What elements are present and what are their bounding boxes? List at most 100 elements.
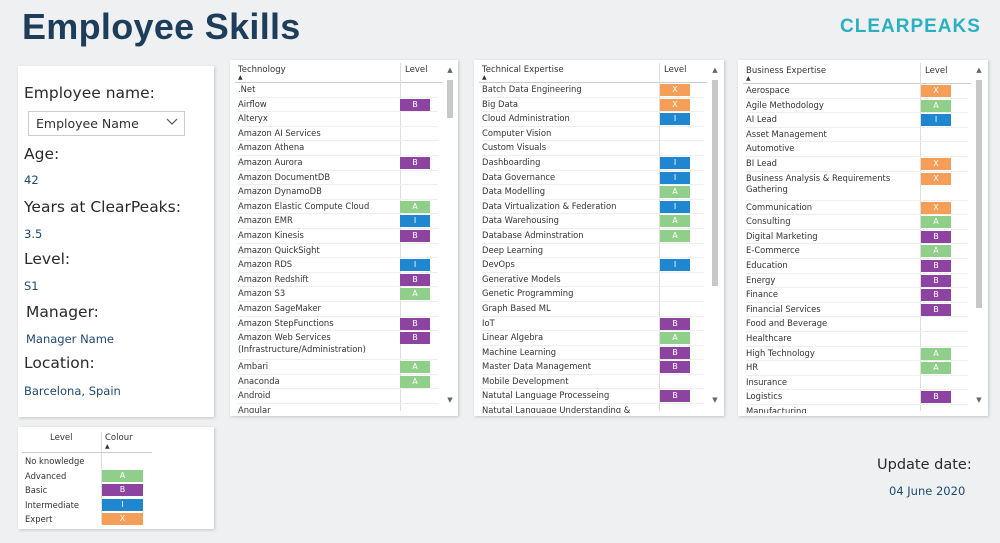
table-row[interactable]: Amazon Redshift B [238,273,438,288]
table-row[interactable]: Alteryx [238,112,438,127]
business-scrollbar[interactable]: ▲ ▼ [975,64,983,414]
technology-scrollbar[interactable]: ▲ ▼ [446,64,454,414]
table-row[interactable]: Automotive [746,142,968,157]
table-row[interactable]: Agile Methodology A [746,99,968,114]
table-row[interactable]: DevOps I [482,258,704,273]
business-expertise-header[interactable]: Business Expertise [746,66,827,76]
table-row[interactable]: Database Adminstration A [482,229,704,244]
table-row[interactable]: BI Lead X [746,157,968,172]
skill-name: Communication [746,201,813,212]
legend-colour-swatch: A [102,469,143,482]
legend-level-name: Basic [25,485,48,495]
table-row[interactable]: Digital Marketing B [746,230,968,245]
table-row[interactable]: Insurance [746,376,968,391]
table-row[interactable]: IoT B [482,317,704,332]
table-row[interactable]: HR A [746,361,968,376]
table-row[interactable]: Consulting A [746,215,968,230]
table-row[interactable]: Machine Learning B [482,346,704,361]
table-row[interactable]: Graph Based ML [482,302,704,317]
table-row[interactable]: E-Commerce A [746,244,968,259]
legend-colour-swatch: X [102,513,143,525]
table-row[interactable]: Amazon AI Services [238,127,438,142]
table-row[interactable]: Batch Data Engineering X [482,83,704,98]
table-row[interactable]: Data Modelling A [482,185,704,200]
scroll-thumb[interactable] [712,80,718,286]
scroll-up-icon[interactable]: ▲ [712,66,718,74]
table-row[interactable]: Communication X [746,201,968,216]
legend-rows: No knowledge Advanced A Basic B Intermediate I… [25,454,155,526]
table-row[interactable]: Aerospace X [746,84,968,99]
table-row[interactable]: Food and Beverage [746,317,968,332]
skill-name: Education [746,259,788,270]
scroll-thumb[interactable] [976,80,982,308]
table-row[interactable]: Angular [238,404,438,413]
table-row[interactable]: Linear Algebra A [482,331,704,346]
table-row[interactable]: Business Analysis & Requirements Gatheri… [746,172,968,201]
technology-table: Technology Level ▲ .Net Airflow B Alteryx Am… [230,60,458,416]
table-row[interactable]: Master Data Management B [482,360,704,375]
table-row[interactable]: Amazon DynamoDB [238,185,438,200]
scroll-thumb[interactable] [447,80,453,118]
scroll-down-icon[interactable]: ▼ [712,396,718,404]
skill-name: Energy [746,274,776,285]
skill-name: Finance [746,289,779,300]
table-row[interactable]: Anaconda A [238,375,438,390]
table-row[interactable]: Financial Services B [746,303,968,318]
table-row[interactable]: Amazon QuickSight [238,244,438,259]
table-row[interactable]: Amazon EMR I [238,214,438,229]
table-row[interactable]: Natutal Language Understanding & Natural… [482,404,704,413]
skill-name: Angular [238,404,271,413]
table-row[interactable]: Computer Vision [482,127,704,142]
table-row[interactable]: Ambari A [238,360,438,375]
skill-name: Ambari [238,361,269,372]
table-row[interactable]: Amazon RDS I [238,258,438,273]
table-row[interactable]: Airflow B [238,98,438,113]
table-row[interactable]: Data Warehousing A [482,214,704,229]
table-row[interactable]: Data Virtualization & Federation I [482,200,704,215]
table-row[interactable]: Asset Management [746,128,968,143]
table-row[interactable]: Amazon Athena [238,141,438,156]
technology-level-header[interactable]: Level [405,65,428,75]
table-row[interactable]: Education B [746,259,968,274]
table-row[interactable]: Generative Models [482,273,704,288]
table-row[interactable]: Deep Learning [482,244,704,259]
technical-level-header[interactable]: Level [664,65,687,75]
table-row[interactable]: Big Data X [482,98,704,113]
table-row[interactable]: Healthcare [746,332,968,347]
table-row[interactable]: AI Lead I [746,113,968,128]
scroll-down-icon[interactable]: ▼ [976,396,982,404]
business-level-header[interactable]: Level [925,66,948,76]
table-row[interactable]: Amazon S3 A [238,287,438,302]
table-row[interactable]: .Net [238,83,438,98]
table-row[interactable]: Finance B [746,288,968,303]
table-row[interactable]: Amazon DocumentDB [238,171,438,186]
table-row[interactable]: High Technology A [746,347,968,362]
table-row[interactable]: Mobile Development [482,375,704,390]
table-row[interactable]: Amazon Web Services (Infrastructure/Admi… [238,331,438,361]
scroll-down-icon[interactable]: ▼ [447,396,453,404]
table-row[interactable]: Amazon SageMaker [238,302,438,317]
table-row[interactable]: Genetic Programming [482,287,704,302]
table-row[interactable]: Amazon Aurora B [238,156,438,171]
skill-name: Linear Algebra [482,332,544,343]
table-row[interactable]: Amazon Elastic Compute Cloud A [238,200,438,215]
technical-scrollbar[interactable]: ▲ ▼ [711,64,719,414]
table-row[interactable]: Energy B [746,274,968,289]
table-row[interactable]: Custom Visuals [482,141,704,156]
employee-name-dropdown[interactable]: Employee Name [28,111,185,136]
table-row[interactable]: Data Governance I [482,171,704,186]
table-row[interactable]: Manufacturing [746,405,968,413]
scroll-up-icon[interactable]: ▲ [976,66,982,74]
table-row[interactable]: Amazon StepFunctions B [238,317,438,332]
table-row[interactable]: Natutal Language Processeing B [482,389,704,405]
table-row[interactable]: Amazon Kinesis B [238,229,438,244]
table-row[interactable]: Logistics B [746,390,968,405]
table-row[interactable]: Dashboarding I [482,156,704,171]
table-row[interactable]: Android [238,389,438,404]
technical-expertise-header[interactable]: Technical Expertise [482,65,564,75]
scroll-up-icon[interactable]: ▲ [447,66,453,74]
skill-name: Amazon Redshift [238,273,309,284]
skill-name: Amazon AI Services [238,127,321,138]
technology-header[interactable]: Technology [238,65,286,75]
table-row[interactable]: Cloud Administration I [482,112,704,127]
